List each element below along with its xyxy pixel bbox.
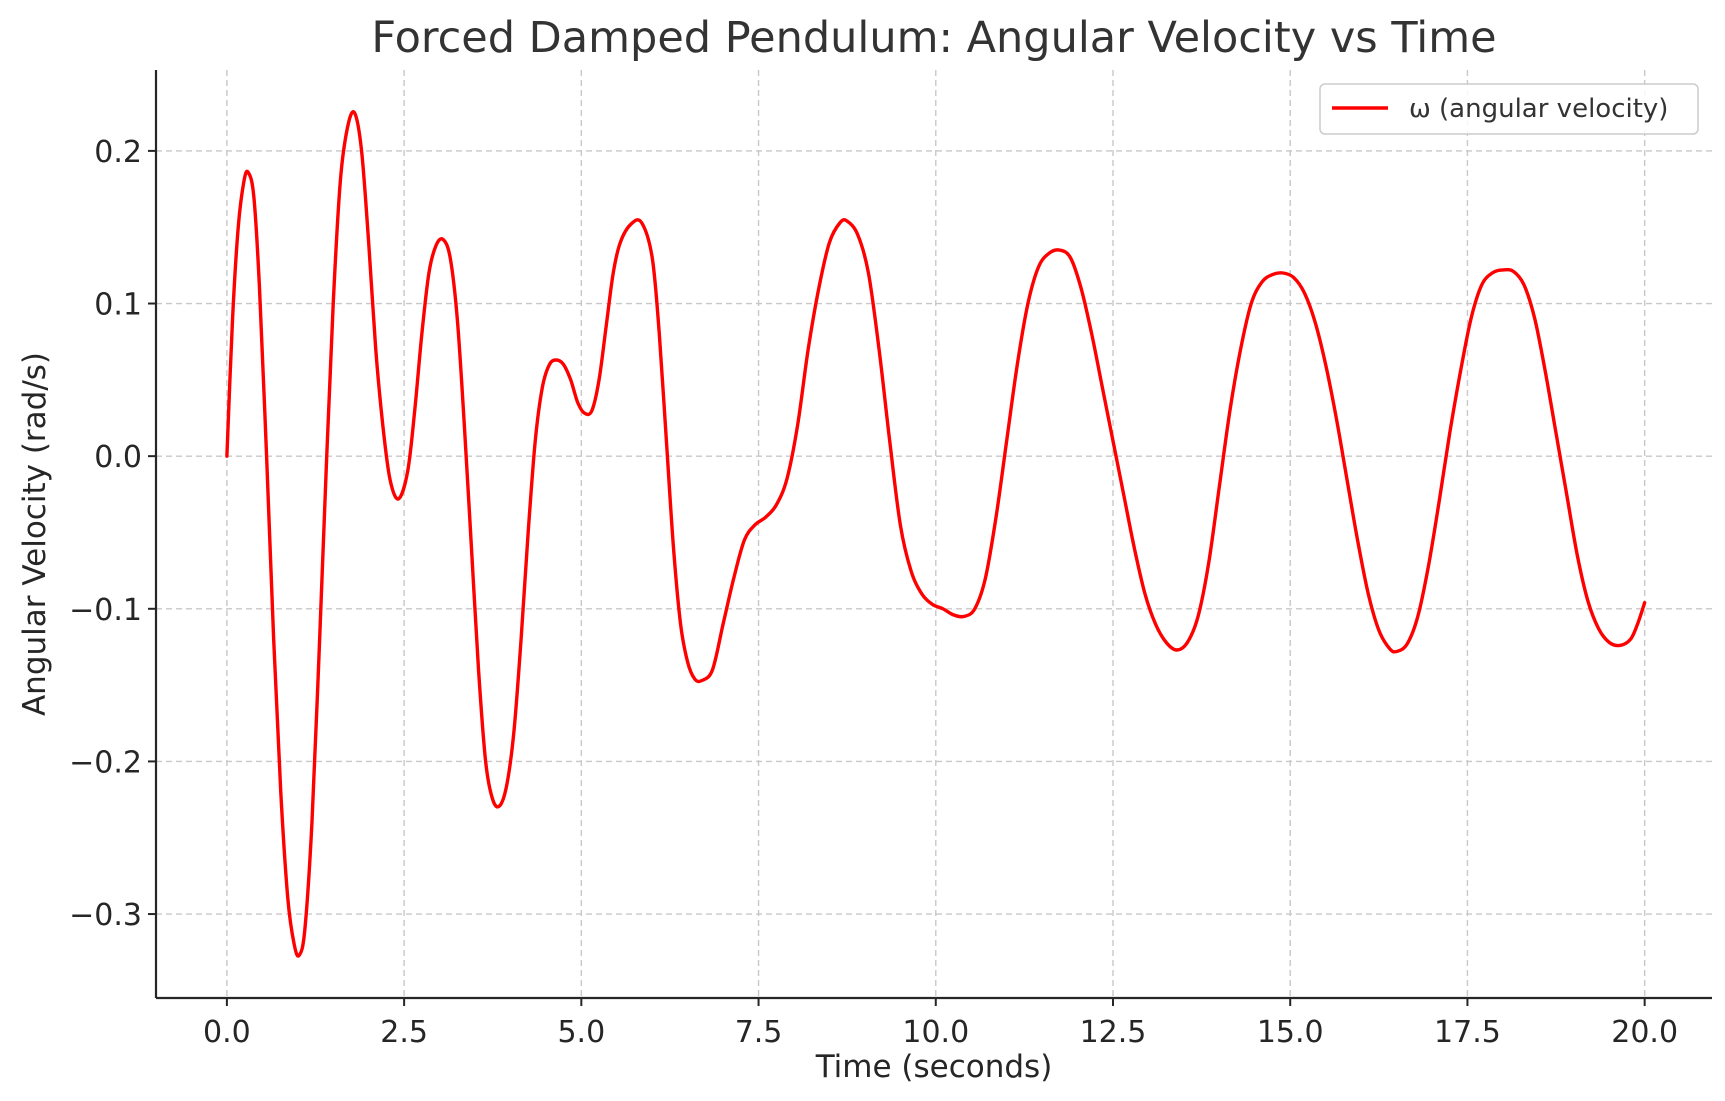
y-tick-label: 0.1 xyxy=(94,288,142,323)
y-tick-label: −0.2 xyxy=(69,745,142,780)
y-axis-label: Angular Velocity (rad/s) xyxy=(17,352,53,716)
grid-layer xyxy=(156,70,1712,998)
x-tick-label: 7.5 xyxy=(735,1015,783,1050)
tick-layer: 0.0 2.5 5.0 7.5 10.0 12.5 15.0 17.5 20.0 −0.3 −0.2… xyxy=(69,135,1678,1050)
axes-spines xyxy=(154,70,1712,1000)
x-tick-label: 10.0 xyxy=(902,1015,969,1050)
legend: ω (angular velocity) xyxy=(1319,83,1699,135)
x-tick-label: 20.0 xyxy=(1611,1015,1678,1050)
y-tick-label: −0.1 xyxy=(69,593,142,628)
x-tick-label: 15.0 xyxy=(1257,1015,1324,1050)
chart-title: Forced Damped Pendulum: Angular Velocity… xyxy=(371,13,1496,63)
x-tick-label: 17.5 xyxy=(1434,1015,1501,1050)
legend-box xyxy=(1319,83,1699,135)
series-line-angular-velocity xyxy=(225,110,1647,958)
y-tick-label: −0.3 xyxy=(69,898,142,933)
y-tick-label: 0.2 xyxy=(94,135,142,170)
x-axis-label: Time (seconds) xyxy=(815,1049,1053,1085)
x-tick-label: 5.0 xyxy=(557,1015,605,1050)
x-tick-label: 12.5 xyxy=(1080,1015,1147,1050)
x-tick-label: 2.5 xyxy=(380,1015,428,1050)
legend-label-angular-velocity: ω (angular velocity) xyxy=(1409,94,1668,124)
y-tick-label: 0.0 xyxy=(94,440,142,475)
x-tick-label: 0.0 xyxy=(203,1015,251,1050)
